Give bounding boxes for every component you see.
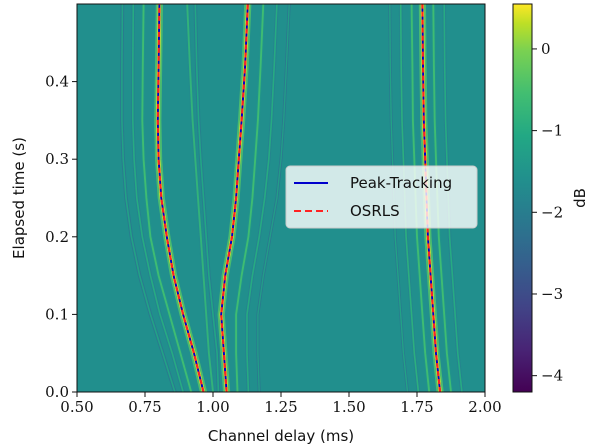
heatmap-ridge bbox=[186, 4, 214, 392]
colorbar-ticks: 0 −1 −2 −3 −4 bbox=[532, 40, 563, 385]
series-line-osrls bbox=[421, 4, 442, 392]
x-tick-label: 1.50 bbox=[332, 398, 365, 416]
legend: Peak-Tracking OSRLS bbox=[285, 165, 478, 229]
series-line-osrls bbox=[220, 4, 249, 392]
x-tick-label: 2.00 bbox=[468, 398, 501, 416]
heatmap-ridge bbox=[235, 4, 265, 392]
x-axis-label: Channel delay (ms) bbox=[208, 427, 354, 445]
y-axis-label: Elapsed time (s) bbox=[10, 137, 28, 259]
colorbar-tick-label: 0 bbox=[541, 40, 551, 58]
heatmap-ridge bbox=[246, 4, 278, 392]
heatmap-ridge bbox=[194, 4, 220, 392]
y-tick-label: 0.1 bbox=[45, 305, 69, 323]
y-tick-label: 0.2 bbox=[45, 228, 69, 246]
colorbar-gradient bbox=[512, 3, 533, 393]
x-tick-label: 1.75 bbox=[400, 398, 433, 416]
series-line-osrls bbox=[156, 4, 205, 392]
x-tick-label: 0.50 bbox=[60, 398, 93, 416]
legend-box bbox=[285, 165, 478, 229]
legend-label-osrls: OSRLS bbox=[350, 202, 400, 220]
heatmap-ridge bbox=[141, 4, 193, 392]
colorbar-tick-label: −4 bbox=[541, 367, 563, 385]
colorbar-tick-label: −2 bbox=[541, 203, 563, 221]
x-tick-label: 0.75 bbox=[128, 398, 161, 416]
heatmap-ridge bbox=[257, 4, 290, 392]
x-tick-label: 1.00 bbox=[196, 398, 229, 416]
colorbar-label: dB bbox=[571, 188, 589, 208]
legend-label-peak-tracking: Peak-Tracking bbox=[350, 174, 452, 192]
colorbar-tick-label: −1 bbox=[541, 122, 563, 140]
colorbar-tick-label: −3 bbox=[541, 285, 563, 303]
y-axis-ticks: 0.0 0.1 0.2 0.3 0.4 bbox=[45, 73, 77, 401]
colorbar: 0 −1 −2 −3 −4 dB bbox=[512, 3, 589, 393]
x-axis-ticks: 0.50 0.75 1.00 1.25 1.50 1.75 2.00 bbox=[60, 392, 502, 416]
x-tick-label: 1.25 bbox=[264, 398, 297, 416]
heatmap-ridge bbox=[121, 4, 176, 392]
y-tick-label: 0.3 bbox=[45, 150, 69, 168]
y-tick-label: 0.0 bbox=[45, 383, 69, 401]
y-tick-label: 0.4 bbox=[45, 73, 69, 91]
heatmap-ridge bbox=[132, 4, 184, 392]
